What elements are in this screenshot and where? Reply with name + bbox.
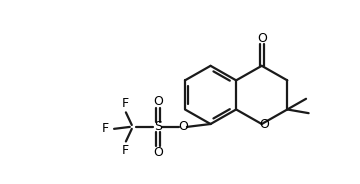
- Text: F: F: [102, 122, 109, 135]
- Text: O: O: [257, 32, 267, 45]
- Text: O: O: [153, 95, 163, 108]
- Text: O: O: [153, 146, 163, 159]
- Text: F: F: [121, 97, 129, 110]
- Text: F: F: [121, 144, 129, 157]
- Text: S: S: [154, 120, 162, 133]
- Text: O: O: [259, 118, 269, 132]
- Text: O: O: [178, 120, 188, 133]
